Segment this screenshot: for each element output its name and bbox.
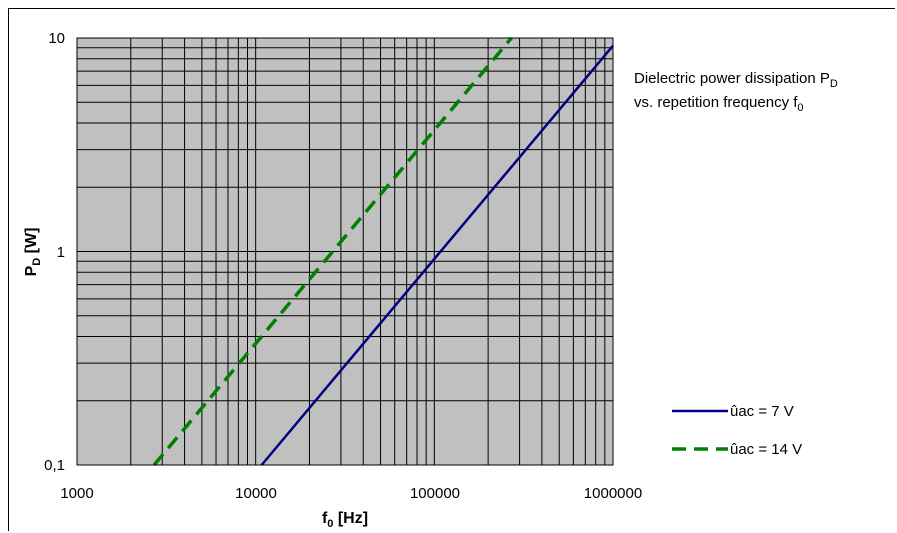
caption-line-1-sub: D <box>830 78 838 90</box>
x-axis-title-main: f <box>322 510 328 527</box>
caption-line-2-sub: 0 <box>797 102 803 114</box>
chart-frame <box>8 8 895 531</box>
y-tick-label-0-1: 0,1 <box>44 457 65 474</box>
caption-line-2: vs. repetition frequency f0 <box>634 94 804 114</box>
y-tick-label-1: 1 <box>57 244 65 261</box>
plot-border <box>76 37 614 466</box>
x-tick-label-100000: 100000 <box>410 485 460 502</box>
y-axis-title-rest: [W] <box>23 228 40 258</box>
caption-line-2-main: vs. repetition frequency f <box>634 94 798 111</box>
y-axis-title: PD [W] <box>23 228 43 277</box>
series-line-uac-14v <box>152 36 513 467</box>
x-axis-title-rest: [Hz] <box>333 510 368 527</box>
x-tick-label-10000: 10000 <box>235 485 277 502</box>
grid <box>77 38 613 465</box>
series-layer <box>152 36 614 467</box>
y-tick-label-10: 10 <box>48 30 65 47</box>
x-axis-title: f0 [Hz] <box>322 510 368 530</box>
y-axis-title-sub: D <box>31 258 43 266</box>
caption-line-1-main: Dielectric power dissipation P <box>634 70 830 87</box>
y-axis-title-main: P <box>23 265 40 276</box>
legend-label-uac-7v: ûac = 7 V <box>730 403 794 420</box>
caption-line-1: Dielectric power dissipation PD <box>634 70 838 90</box>
x-axis-title-sub: 0 <box>327 518 333 530</box>
legend: ûac = 7 V ûac = 14 V <box>672 403 802 458</box>
series-line-uac-7v <box>260 44 614 466</box>
legend-label-uac-14v: ûac = 14 V <box>730 441 802 458</box>
x-tick-label-1000: 1000 <box>60 485 93 502</box>
x-tick-label-1000000: 1000000 <box>584 485 642 502</box>
